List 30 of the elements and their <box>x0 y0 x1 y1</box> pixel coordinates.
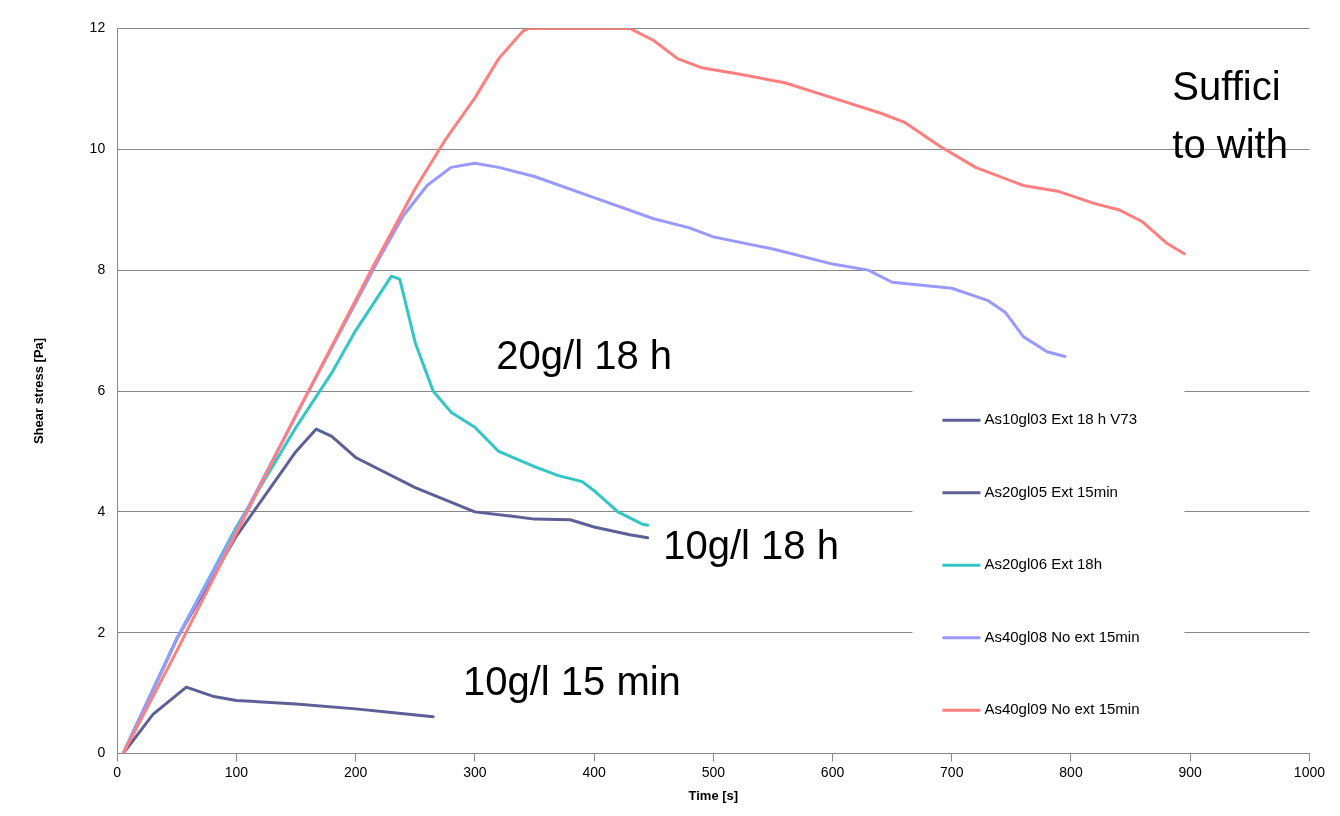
y-tick-label: 4 <box>97 502 106 519</box>
annotation: 20g/l 18 h <box>496 332 673 377</box>
y-tick-label: 8 <box>97 260 106 277</box>
x-tick-label: 100 <box>224 763 249 780</box>
x-tick-label: 900 <box>1178 763 1203 780</box>
x-tick-label: 400 <box>582 763 606 780</box>
legend-label: As20gl05 Ext 15min <box>984 482 1118 500</box>
x-tick-label: 300 <box>463 763 487 780</box>
x-tick-label: 800 <box>1059 763 1083 780</box>
annotation: to with <box>1172 121 1288 166</box>
y-tick-label: 0 <box>97 744 106 761</box>
legend-label: As40gl08 No ext 15min <box>984 627 1140 645</box>
x-tick-label: 500 <box>701 763 726 780</box>
y-tick-label: 2 <box>97 623 106 640</box>
y-tick-label: 10 <box>89 140 106 157</box>
legend-label: As10gl03 Ext 18 h V73 <box>984 410 1138 428</box>
y-tick-label: 12 <box>89 19 106 36</box>
x-tick-label: 1000 <box>1293 763 1326 780</box>
y-axis-title: Shear stress [Pa] <box>31 337 47 445</box>
annotation: Suffici <box>1172 63 1281 108</box>
x-axis-title: Time [s] <box>688 787 739 803</box>
legend-label: As20gl06 Ext 18h <box>984 555 1103 573</box>
x-tick-label: 600 <box>820 763 845 780</box>
x-tick-label: 700 <box>940 763 964 780</box>
y-tick-label: 6 <box>97 381 106 398</box>
annotation: 10g/l 18 h <box>663 523 839 568</box>
annotation: 10g/l 15 min <box>462 659 681 704</box>
x-tick-label: 0 <box>113 763 122 780</box>
legend-label: As40gl09 No ext 15min <box>984 700 1140 718</box>
x-tick-label: 200 <box>343 763 368 780</box>
